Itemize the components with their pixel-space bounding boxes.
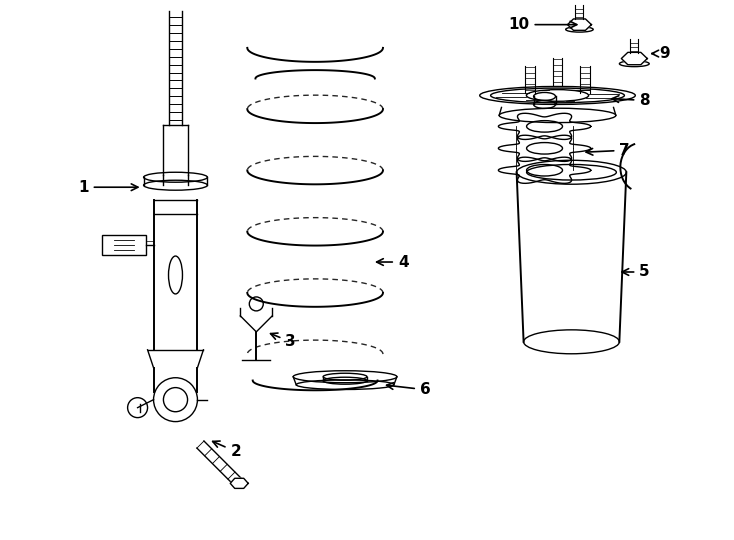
Ellipse shape — [566, 26, 593, 32]
Text: 5: 5 — [622, 265, 650, 280]
Text: 3: 3 — [271, 333, 296, 349]
Text: 7: 7 — [586, 143, 630, 158]
Text: 6: 6 — [387, 382, 431, 397]
Text: 8: 8 — [612, 93, 650, 108]
Text: 4: 4 — [377, 254, 409, 269]
Polygon shape — [567, 19, 592, 30]
Text: 1: 1 — [79, 180, 138, 195]
Bar — [102, 235, 145, 255]
Text: 2: 2 — [213, 441, 241, 459]
Polygon shape — [622, 52, 647, 65]
Ellipse shape — [619, 61, 649, 66]
Text: 9: 9 — [652, 46, 670, 61]
Polygon shape — [230, 478, 248, 488]
Text: 10: 10 — [509, 17, 577, 32]
